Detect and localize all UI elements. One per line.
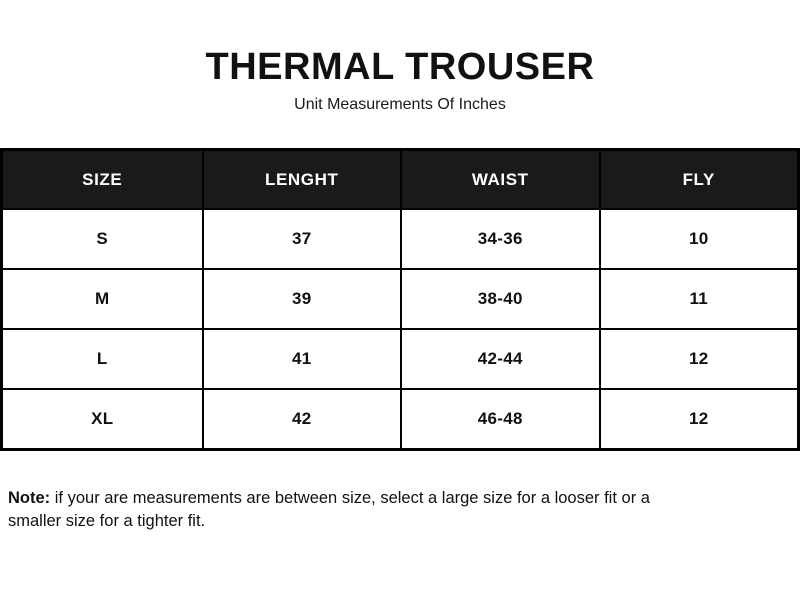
column-header-waist: WAIST xyxy=(400,151,599,208)
note-text: Note: if your are measurements are betwe… xyxy=(8,487,700,533)
table-row-xl: XL 42 46-48 12 xyxy=(3,388,797,448)
table-cell: 46-48 xyxy=(400,388,599,448)
table-cell: 34-36 xyxy=(400,208,599,268)
column-header-fly: FLY xyxy=(598,151,797,208)
size-cell: L xyxy=(3,328,202,388)
table-row-s: S 37 34-36 10 xyxy=(3,208,797,268)
size-table-body: S 37 34-36 10 M 39 38-40 11 L 41 42-44 12 XL 42 46-48 1… xyxy=(3,208,797,448)
size-cell: M xyxy=(3,268,202,328)
table-row-l: L 41 42-44 12 xyxy=(3,328,797,388)
table-cell: 42-44 xyxy=(400,328,599,388)
table-row-m: M 39 38-40 11 xyxy=(3,268,797,328)
table-cell: 39 xyxy=(201,268,400,328)
size-table: SIZE LENGHT WAIST FLY S 37 34-36 10 M 39 38-40 11 L… xyxy=(0,148,800,451)
table-cell: 12 xyxy=(598,388,797,448)
size-cell: XL xyxy=(3,388,202,448)
size-table-header-row: SIZE LENGHT WAIST FLY xyxy=(3,151,797,208)
page-title: THERMAL TROUSER xyxy=(205,46,595,88)
size-table-head: SIZE LENGHT WAIST FLY xyxy=(3,151,797,208)
table-cell: 42 xyxy=(201,388,400,448)
column-header-size: SIZE xyxy=(3,151,202,208)
table-cell: 41 xyxy=(201,328,400,388)
note-body: if your are measurements are between siz… xyxy=(8,489,650,530)
table-cell: 10 xyxy=(598,208,797,268)
table-cell: 12 xyxy=(598,328,797,388)
page-subtitle: Unit Measurements Of Inches xyxy=(294,96,506,113)
size-cell: S xyxy=(3,208,202,268)
note-label: Note: xyxy=(8,489,51,507)
table-cell: 11 xyxy=(598,268,797,328)
column-header-lenght: LENGHT xyxy=(201,151,400,208)
table-cell: 38-40 xyxy=(400,268,599,328)
table-cell: 37 xyxy=(201,208,400,268)
